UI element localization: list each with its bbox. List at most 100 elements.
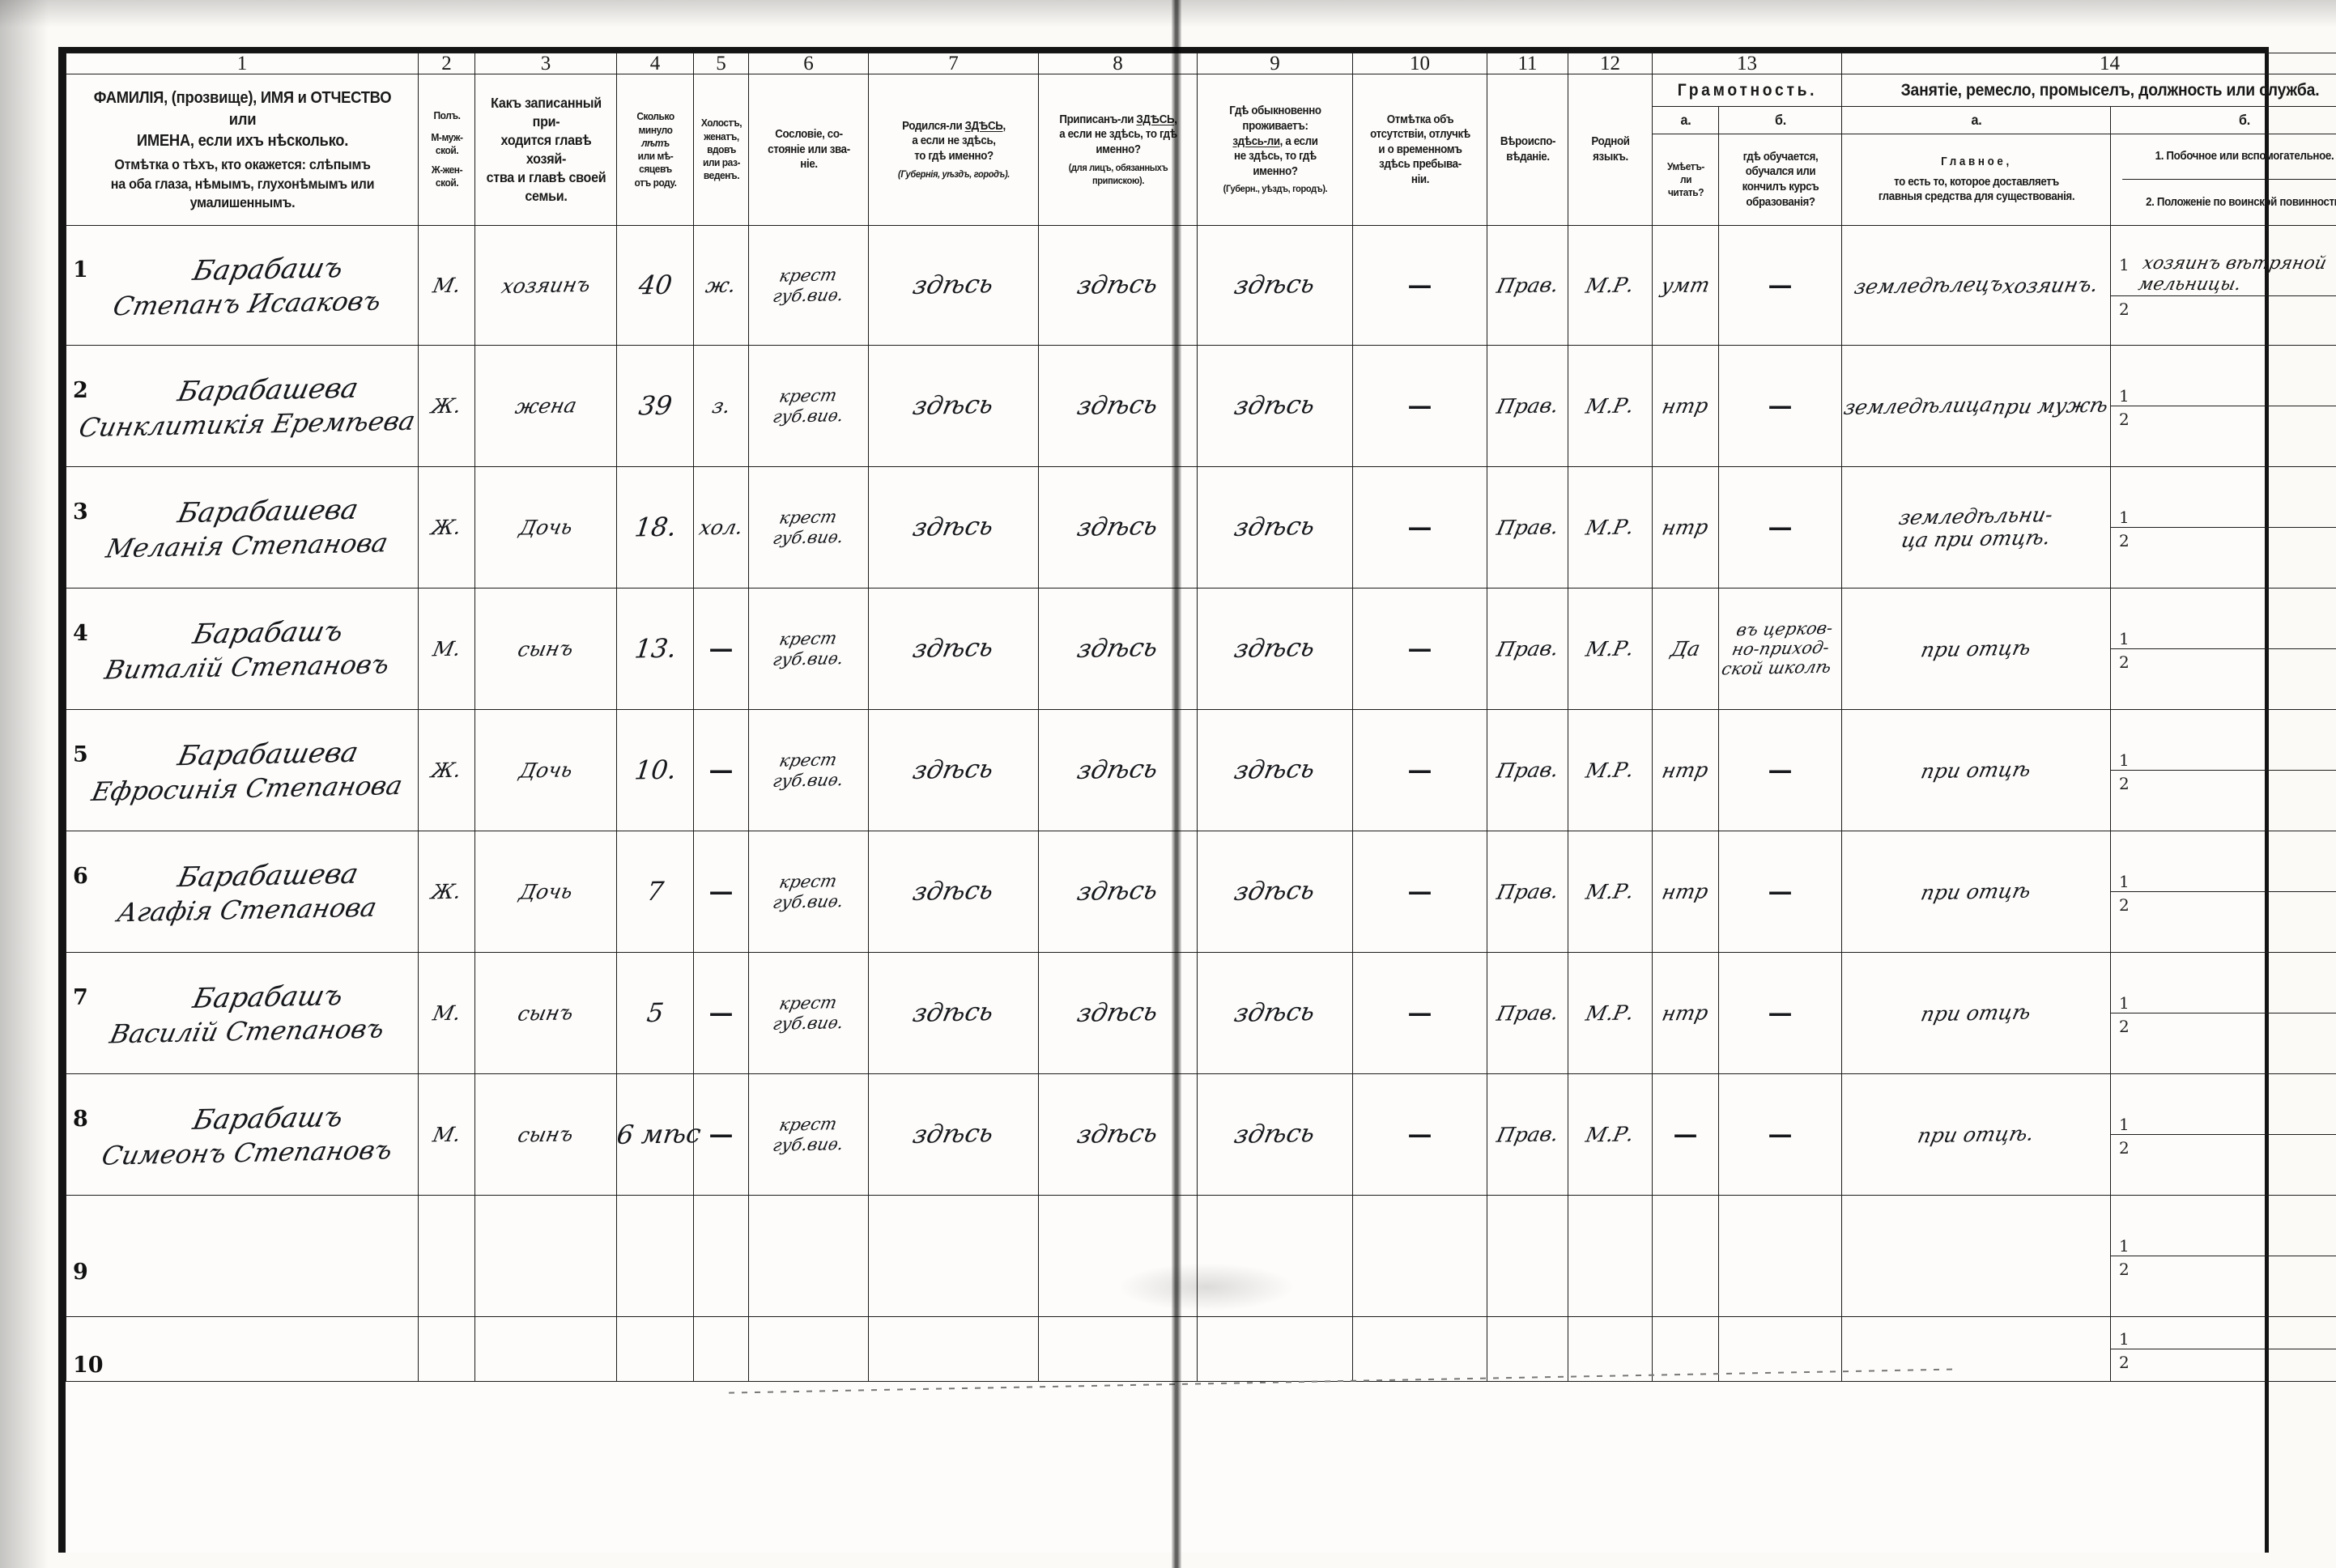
cell-absence: — xyxy=(1352,345,1487,467)
aux-slot-2: 2 xyxy=(2111,1349,2336,1372)
col14a-sublabel: а. xyxy=(1852,106,2100,134)
cell-marital: — xyxy=(693,588,749,710)
cell-religion: Прав. xyxy=(1487,709,1568,831)
col13a-header-line-1: Умѣетъ- xyxy=(1666,159,1704,172)
aux-slot-2: 2 xyxy=(2111,649,2336,672)
cell-born-here xyxy=(868,1316,1039,1382)
cell-resides-here: здѣсь xyxy=(1197,1073,1353,1196)
col-number-6: 6 xyxy=(748,53,869,74)
cell-estate xyxy=(748,1316,869,1382)
aux-label-2: 2 xyxy=(2119,300,2130,320)
cell-language: М.Р. xyxy=(1568,466,1653,589)
aux-label-2: 2 xyxy=(2119,1353,2130,1372)
col1-header-line-5: умалишеннымъ. xyxy=(189,193,295,210)
cell-school: — xyxy=(1718,831,1842,953)
surname-handwriting: Барабашева xyxy=(174,736,362,772)
col2-header-line-3: ской. xyxy=(435,143,458,156)
cell-language xyxy=(1568,1195,1653,1317)
cell-resides-here: здѣсь xyxy=(1197,345,1353,467)
cell-marital: з. xyxy=(693,345,749,467)
cell-occupation-main: земледѣльни-ца при отцѣ. xyxy=(1841,466,2111,589)
col7-header: Родился-ли ЗДѢСЬ, а если не здѣсь, то гд… xyxy=(874,74,1032,226)
page-edge-shadow xyxy=(0,0,49,1568)
cell-resides-here: здѣсь xyxy=(1197,952,1353,1074)
col6-header: Сословіе, со- стояніе или зва- ніе. xyxy=(752,74,865,226)
col9-header-line-4: не здѣсь, то гдѣ xyxy=(1233,150,1317,164)
cell-marital xyxy=(693,1195,749,1317)
cell-school: — xyxy=(1718,345,1842,467)
col10-header: Отмѣтка объ отсутствіи, отлучкѣ и о врем… xyxy=(1357,74,1483,226)
col-number-2: 2 xyxy=(418,53,475,74)
cell-occupation-main: земледѣлицапри мужѣ xyxy=(1841,345,2111,467)
cell-name: 6 Барабашева Агафія Степанова xyxy=(66,831,419,953)
cell-relation: Дочь xyxy=(474,709,617,831)
col4-header: Сколько минуло лѣтъ или мѣ- сяцевъ отъ р… xyxy=(619,74,691,226)
aux-label-2: 2 xyxy=(2119,1138,2130,1158)
col5-header-line-2: женатъ, xyxy=(703,130,739,142)
cell-name: 8 Барабашъ Симеонъ Степановъ xyxy=(66,1073,419,1196)
col-number-11: 11 xyxy=(1487,53,1568,74)
col6-header-line-1: Сословіе, со- xyxy=(774,128,843,142)
col-number-13: 13 xyxy=(1652,53,1842,74)
cell-marital: — xyxy=(693,952,749,1074)
cell-name: 7 Барабашъ Василій Степановъ xyxy=(66,952,419,1074)
cell-age: 18. xyxy=(616,466,694,589)
col14-group-title: Занятіе, ремесло, промыселъ, должность и… xyxy=(1862,74,2336,107)
aux-label-1: 1 xyxy=(2119,750,2130,770)
col10-header-line-4: здѣсь пребыва- xyxy=(1378,158,1462,172)
col4-header-line-6: отъ роду. xyxy=(634,176,676,189)
col14a-header-line-2: то есть то, которое доставляетъ xyxy=(1893,175,2059,189)
cell-occupation-main xyxy=(1841,1316,2111,1382)
cell-registered-here: здѣсь xyxy=(1038,831,1198,953)
aux-label-2: 2 xyxy=(2119,531,2130,550)
col-number-8: 8 xyxy=(1038,53,1198,74)
col4-header-line-2: минуло xyxy=(638,123,672,136)
header-group-row: ФАМИЛІЯ, (прозвище), ИМЯ и ОТЧЕСТВО или … xyxy=(66,74,2336,226)
cell-sex: Ж. xyxy=(418,466,475,589)
cell-literacy: нтр xyxy=(1652,345,1719,467)
cell-marital: ж. xyxy=(693,225,749,346)
col4-header-line-1: Сколько xyxy=(636,110,674,123)
cell-registered-here xyxy=(1038,1195,1198,1317)
aux-slot-2: 2 xyxy=(2111,1013,2336,1036)
aux-label-2: 2 xyxy=(2119,774,2130,793)
table-row: 4 Барабашъ Виталій Степановъ М. сынъ 13. — крес… xyxy=(66,588,2336,710)
cell-name: 4 Барабашъ Виталій Степановъ xyxy=(66,588,419,710)
cell-born-here: здѣсь xyxy=(868,466,1039,589)
cell-occupation-main xyxy=(1841,1195,2111,1317)
col2-header-line-5: ской. xyxy=(435,176,458,189)
row-number: 10 xyxy=(73,1352,104,1378)
table-row: 10 1 2 xyxy=(66,1316,2336,1382)
given-name-handwriting: Симеонъ Степановъ xyxy=(99,1133,396,1171)
row-number: 9 xyxy=(73,1259,88,1285)
col10-header-line-3: и о временномъ xyxy=(1377,142,1462,156)
col8-header-line-1: Приписанъ-ли ЗДѢСЬ, xyxy=(1058,113,1177,126)
col9-header-line-2: проживаетъ: xyxy=(1241,120,1308,133)
cell-absence: — xyxy=(1352,466,1487,589)
cell-age: 6 мѣс xyxy=(615,1073,703,1196)
surname-handwriting: Барабашъ xyxy=(189,979,347,1015)
cell-sex: М. xyxy=(418,952,475,1074)
cell-relation: сынъ xyxy=(474,952,617,1074)
cell-name: 9 xyxy=(66,1195,419,1317)
cell-marital: — xyxy=(693,709,749,831)
cell-relation: сынъ xyxy=(474,588,617,710)
col13-group-title: Грамотность. xyxy=(1659,74,1835,107)
cell-occupation-main: при отцѣ. xyxy=(1841,1073,2111,1196)
col13a-header-line-2: ли xyxy=(1679,172,1691,185)
cell-occupation-main: при отцѣ xyxy=(1841,831,2111,953)
cell-estate: крестгуб.виѳ. xyxy=(748,345,869,467)
cell-registered-here: здѣсь xyxy=(1038,1073,1198,1196)
aux-label-1: 1 xyxy=(2119,1329,2130,1349)
col9-header-line-3: здѣсь-ли, а если xyxy=(1232,134,1318,148)
col10-header-line-2: отсутствіи, отлучкѣ xyxy=(1369,128,1470,142)
cell-school: — xyxy=(1718,1073,1842,1196)
cell-born-here: здѣсь xyxy=(868,225,1039,346)
table-body: 1 Барабашъ Степанъ Исааковъ М. хозяинъ 40 ж. кр… xyxy=(66,225,2336,1382)
cell-absence xyxy=(1352,1195,1487,1317)
cell-religion xyxy=(1487,1195,1568,1317)
given-name-handwriting: Виталій Степановъ xyxy=(102,648,393,686)
